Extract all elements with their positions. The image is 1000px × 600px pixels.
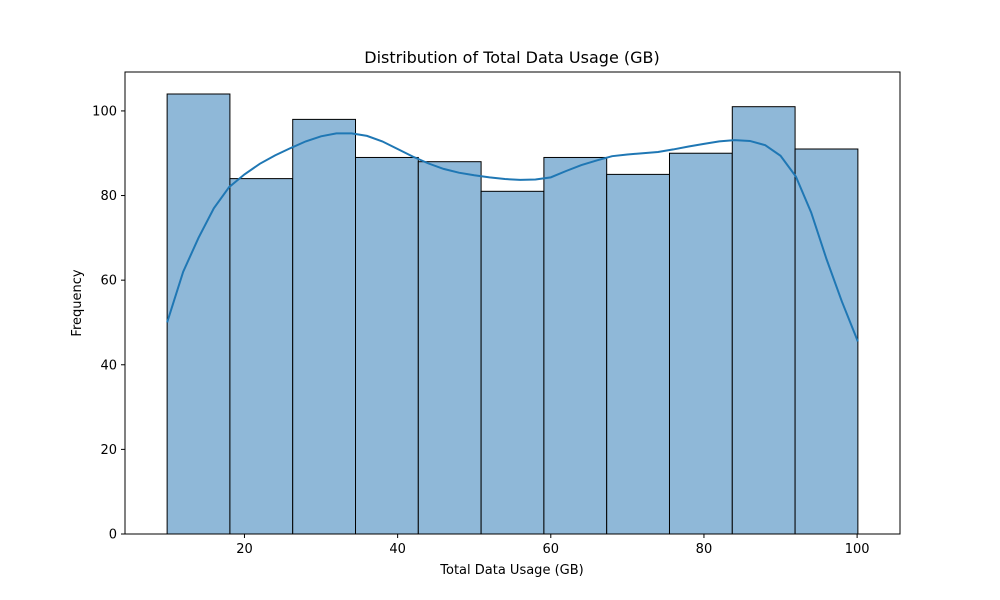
x-tick-label: 20 — [236, 542, 253, 557]
x-tick-label: 60 — [543, 542, 560, 557]
histogram-bar — [355, 156, 419, 535]
histogram-bar — [668, 152, 733, 535]
bars-group — [166, 93, 859, 535]
y-tick-label: 80 — [100, 189, 117, 204]
histogram-bar — [292, 118, 357, 535]
histogram-bar — [166, 93, 231, 535]
histogram-bar — [543, 156, 608, 535]
y-tick-label: 40 — [100, 358, 117, 373]
x-axis: 20 40 60 80 100 — [236, 534, 870, 557]
y-tick-label: 100 — [92, 104, 117, 119]
plot-frame — [124, 71, 901, 535]
y-tick-label: 0 — [109, 528, 117, 543]
y-axis: 0 20 40 60 80 100 — [92, 104, 125, 543]
kde-curve — [166, 132, 859, 342]
y-tick-label: 60 — [100, 274, 117, 289]
histogram-bar — [731, 106, 796, 535]
chart-title: Distribution of Total Data Usage (GB) — [364, 48, 659, 67]
y-axis-label: Frequency — [70, 269, 85, 336]
x-axis-label: Total Data Usage (GB) — [439, 563, 583, 578]
x-tick-label: 40 — [389, 542, 406, 557]
x-tick-label: 100 — [845, 542, 870, 557]
histogram-bar — [794, 148, 859, 535]
histogram-bar — [606, 173, 670, 535]
histogram-bar — [480, 190, 545, 535]
x-tick-label: 80 — [696, 542, 713, 557]
histogram-bar — [229, 178, 294, 535]
histogram-bar — [417, 161, 482, 535]
y-tick-label: 20 — [100, 443, 117, 458]
